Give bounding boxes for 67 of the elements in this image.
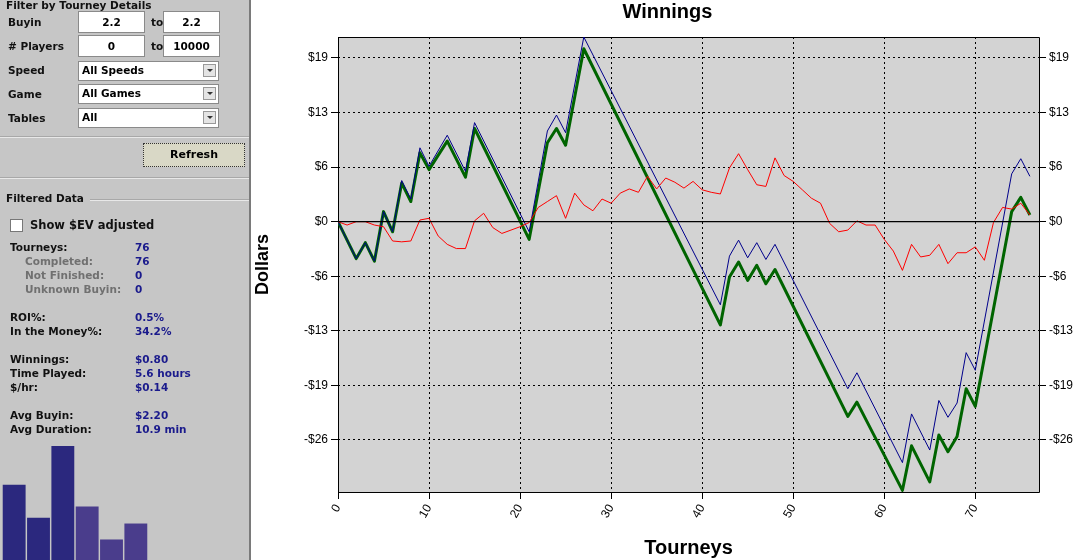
y2-tick-label: $13 [1049,104,1070,119]
y-tick-label: -$6 [310,268,329,283]
x-tick-label: 40 [688,501,708,521]
text: 0.5% [135,311,165,324]
x-tick-label: 70 [961,501,981,521]
text: $2.20 [135,409,169,422]
x-tick-label: 50 [779,501,799,521]
text: Filter by Tourney Details [6,0,152,12]
y-axis-title: Dollars [251,233,272,296]
text: $0.14 [135,381,169,394]
text: to [151,16,164,29]
x-tick-label: 20 [506,501,526,521]
text: Not Finished: [25,269,105,282]
dropdown-field: All Speeds [78,61,219,81]
text: Tourneys: [10,241,68,254]
x-tick-label: 10 [415,501,435,521]
y-tick-label: -$19 [303,377,329,392]
text: Time Played: [10,367,87,380]
text: 5.6 hours [135,367,191,380]
y2-tick-label: $19 [1049,50,1070,65]
text-field: 2.2 [78,11,145,33]
text: $/hr: [10,381,38,394]
text: Buyin [8,16,42,29]
x-tick-label: 60 [870,501,890,521]
text: Unknown Buyin: [25,283,122,296]
text: 0 [135,269,143,282]
text: Speed [8,64,45,77]
text: 76 [135,255,150,268]
text: In the Money%: [10,325,103,338]
text: Completed: [25,255,93,268]
y-tick-label: $19 [307,50,329,65]
text: 76 [135,241,150,254]
text: Winnings: [10,353,70,366]
y-tick-label: $0 [314,214,329,228]
x-axis-title: Tourneys [644,535,733,558]
y2-tick-label: -$19 [1049,377,1074,392]
text: Show $EV adjusted [30,218,155,232]
chart-title: Winnings [622,0,713,22]
text: Filtered Data [6,192,84,205]
text: 34.2% [135,325,172,338]
button: Refresh [143,143,245,167]
text-field: 10000 [163,35,220,57]
y2-tick-label: -$13 [1049,323,1074,338]
text: Avg Duration: [10,423,92,436]
y-tick-label: -$26 [303,432,329,447]
dropdown-field: All [78,108,219,128]
text: # Players [8,40,64,53]
y2-tick-label: -$26 [1049,432,1074,447]
text: 10.9 min [135,423,187,436]
text-field: 2.2 [163,11,220,33]
text: Tables [8,112,46,125]
y-tick-label: $13 [307,104,329,119]
y2-tick-label: $0 [1049,214,1063,228]
y2-tick-label: $6 [1049,159,1063,174]
text: $0.80 [135,353,169,366]
text: ROI%: [10,311,46,324]
y-tick-label: $6 [314,159,329,174]
text-field: 0 [78,35,145,57]
text: 0 [135,283,143,296]
text: to [151,40,164,53]
dropdown-field: All Games [78,84,219,104]
text: Avg Buyin: [10,409,74,422]
x-tick-label: 0 [328,501,344,515]
x-tick-label: 30 [597,501,617,521]
y2-tick-label: -$6 [1049,268,1067,283]
text: Game [8,88,42,101]
y-tick-label: -$13 [303,323,329,338]
